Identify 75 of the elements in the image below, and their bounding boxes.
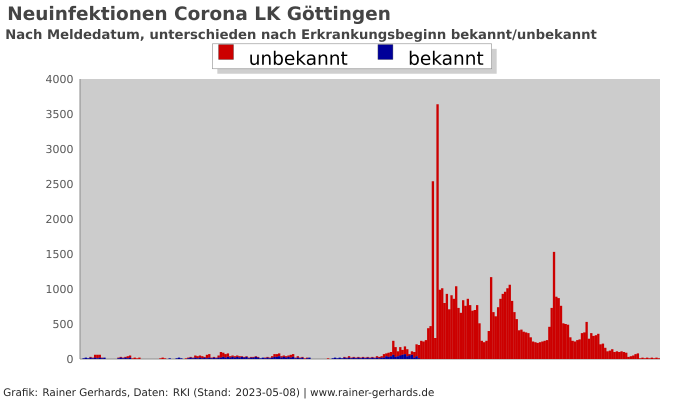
bar [408,356,411,359]
bar [224,354,227,358]
bar [432,181,434,359]
legend-label: bekannt [410,50,484,66]
bar [576,340,578,359]
bar [544,340,546,359]
bar [290,354,292,358]
bar [508,284,511,359]
bar [278,356,280,359]
bar [590,333,592,359]
bar [98,354,101,358]
bar [622,352,626,359]
bar [597,334,600,359]
y-tick-label: 2000 [46,214,73,224]
text: Grafik: Rainer Gerhards, Daten: RKI (Stand: 2023-05-08) | www.rainer-gerhards.de [4,388,434,398]
bar [462,300,464,359]
chart-subtitle: Nach Meldedatum, unterschieden nach Erkrankungsbeginn bekannt/unbekannt [6,28,597,42]
bar [396,356,400,359]
bar [222,352,224,357]
bar [406,356,408,359]
bar [276,354,278,357]
bar [564,324,567,359]
bar [504,292,506,359]
bar [278,353,280,356]
bar [541,342,544,359]
bar [273,354,276,357]
bar [401,354,404,359]
y-tick-label: 4000 [46,74,73,84]
bar [625,352,628,359]
y-tick-label: 500 [53,320,73,328]
legend-label: unbekannt [250,50,348,66]
bar [466,298,470,359]
bar [490,277,492,359]
bar [632,356,634,359]
bar [502,294,504,359]
y-tick-label: 3000 [46,144,73,154]
bar [455,286,458,359]
bar [392,354,394,359]
y-tick-label: 1500 [46,250,73,258]
bar [534,342,537,359]
bar [530,337,532,359]
bar [527,333,530,359]
y-tick-label: 0 [67,354,73,364]
bar [476,305,478,359]
bar [604,348,606,359]
bar [406,349,408,356]
bar [630,356,632,359]
bar [606,351,609,359]
bar [592,336,595,359]
bar [558,298,560,359]
bar [385,356,388,359]
bar [446,294,448,359]
bar [392,340,394,355]
bar [441,288,444,359]
bar [390,356,392,359]
bar [636,353,640,359]
bar [94,354,96,358]
bar [385,353,388,356]
y-tick-label: 1000 [46,284,73,294]
chart-title: Neuinfektionen Corona LK Göttingen [8,6,390,24]
bar [401,350,404,355]
bar [208,354,210,358]
bar [427,328,430,359]
bar [399,347,402,356]
bar [536,342,539,359]
bar [399,356,402,359]
bar [415,356,418,359]
bar [571,340,574,359]
bar [415,344,418,356]
bar [292,354,294,357]
bar [482,342,486,359]
bar [585,322,588,359]
y-tick-label: 2500 [46,180,73,188]
y-tick-label: 3500 [46,110,73,118]
bar [387,352,390,357]
